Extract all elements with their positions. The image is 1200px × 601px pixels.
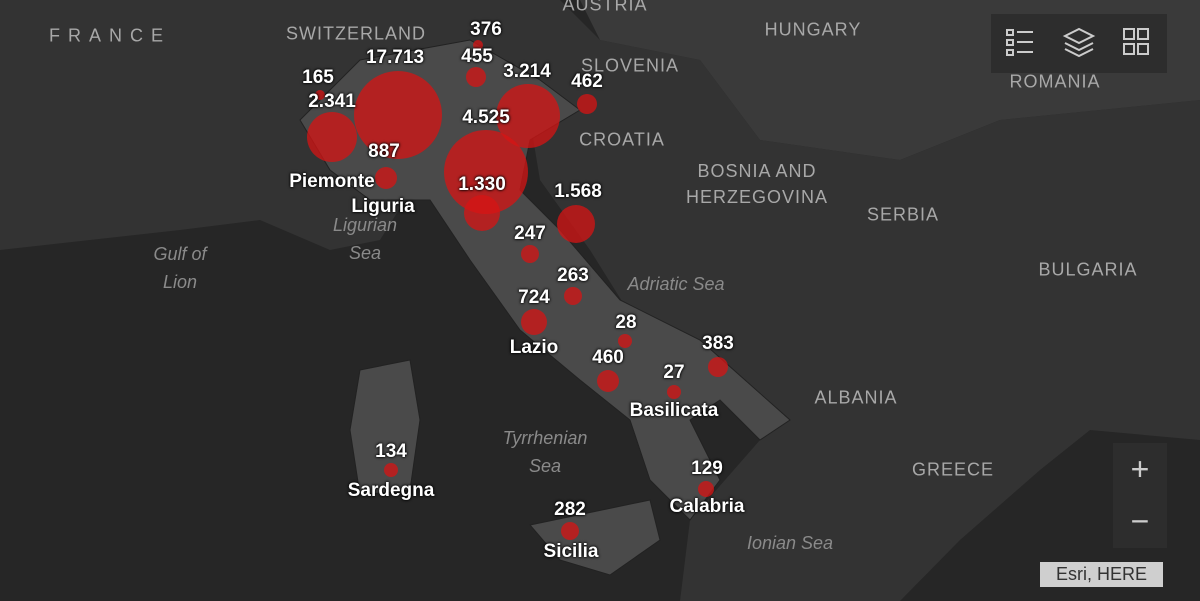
country-label: ROMANIA (1009, 71, 1101, 92)
case-count: 887 (368, 141, 400, 162)
country-label: AUSTRIA (562, 0, 648, 15)
case-bubble[interactable] (354, 71, 442, 159)
case-count: 282 (554, 499, 586, 520)
toolbar (991, 14, 1167, 73)
legend-icon[interactable] (1006, 29, 1014, 36)
region-name: Calabria (669, 496, 745, 517)
region-name: Liguria (351, 196, 415, 217)
basemap-icon[interactable] (1123, 28, 1135, 40)
case-bubble[interactable] (557, 205, 595, 243)
case-count: 2.341 (308, 91, 356, 112)
case-count: 1.330 (458, 174, 506, 195)
case-count: 28 (615, 312, 637, 333)
case-count: 263 (557, 265, 589, 286)
toolbar-icons (1006, 27, 1149, 58)
case-count: 724 (518, 287, 550, 308)
sea-label: Ligurian Sea (332, 215, 398, 263)
sicilia-land (529, 499, 661, 576)
sea-label: Ionian Sea (746, 533, 834, 553)
country-label: GREECE (911, 459, 995, 480)
zoom-control: + − (1113, 443, 1167, 548)
country-label: SLOVENIA (580, 55, 680, 76)
case-bubble[interactable] (561, 522, 579, 540)
country-label: ALBANIA (814, 387, 898, 408)
region-name: Lazio (509, 337, 559, 358)
case-bubble[interactable] (577, 94, 597, 114)
case-bubble[interactable] (315, 90, 325, 100)
region-name: Sicilia (543, 541, 599, 562)
case-bubble[interactable] (473, 40, 483, 50)
case-count: 134 (375, 441, 407, 462)
case-count: 383 (702, 333, 734, 354)
case-count: 165 (302, 67, 334, 88)
case-count: 1.568 (554, 181, 602, 202)
case-count: 4.525 (462, 107, 510, 128)
case-count: 460 (592, 347, 624, 368)
country-label: BULGARIA (1038, 259, 1138, 280)
country-label: HUNGARY (764, 19, 862, 40)
case-bubble[interactable] (464, 195, 500, 231)
case-count: 376 (470, 19, 502, 40)
case-bubble[interactable] (375, 167, 397, 189)
case-count: 17.713 (365, 47, 425, 68)
zoom-in[interactable]: + (1130, 451, 1150, 487)
case-count: 27 (663, 362, 685, 383)
case-bubble[interactable] (618, 334, 632, 348)
region-name: Sardegna (347, 480, 435, 501)
case-bubble[interactable] (708, 357, 728, 377)
case-bubble[interactable] (698, 481, 714, 497)
layers-icon[interactable] (1062, 27, 1096, 58)
case-bubble[interactable] (466, 67, 486, 87)
case-bubble[interactable] (521, 309, 547, 335)
sardegna-land (349, 359, 421, 496)
sea-label: Tyrrhenian Sea (502, 428, 588, 476)
case-bubble[interactable] (384, 463, 398, 477)
case-bubble[interactable] (521, 245, 539, 263)
zoom-out[interactable]: − (1130, 503, 1150, 539)
attribution: Esri, HERE (1040, 562, 1163, 587)
country-label: CROATIA (579, 129, 665, 150)
country-label: SWITZERLAND (285, 23, 427, 44)
case-count: 462 (571, 71, 603, 92)
region-name: Basilicata (629, 400, 719, 421)
case-bubble[interactable] (564, 287, 582, 305)
case-count: 129 (691, 458, 723, 479)
case-count: 3.214 (503, 61, 551, 82)
region-name: Piemonte (289, 171, 375, 192)
sea-label: Adriatic Sea (627, 274, 725, 294)
case-count: 247 (514, 223, 546, 244)
case-count: 455 (461, 46, 493, 67)
sea-label: Gulf of Lion (153, 244, 207, 292)
case-bubble[interactable] (597, 370, 619, 392)
case-bubble[interactable] (444, 130, 528, 214)
country-label: SERBIA (866, 204, 940, 225)
case-bubble[interactable] (496, 84, 560, 148)
case-bubble[interactable] (667, 385, 681, 399)
case-bubble[interactable] (307, 112, 357, 162)
country-label: FRANCE (48, 25, 172, 46)
country-label: BOSNIA AND HERZEGOVINA (685, 161, 829, 207)
